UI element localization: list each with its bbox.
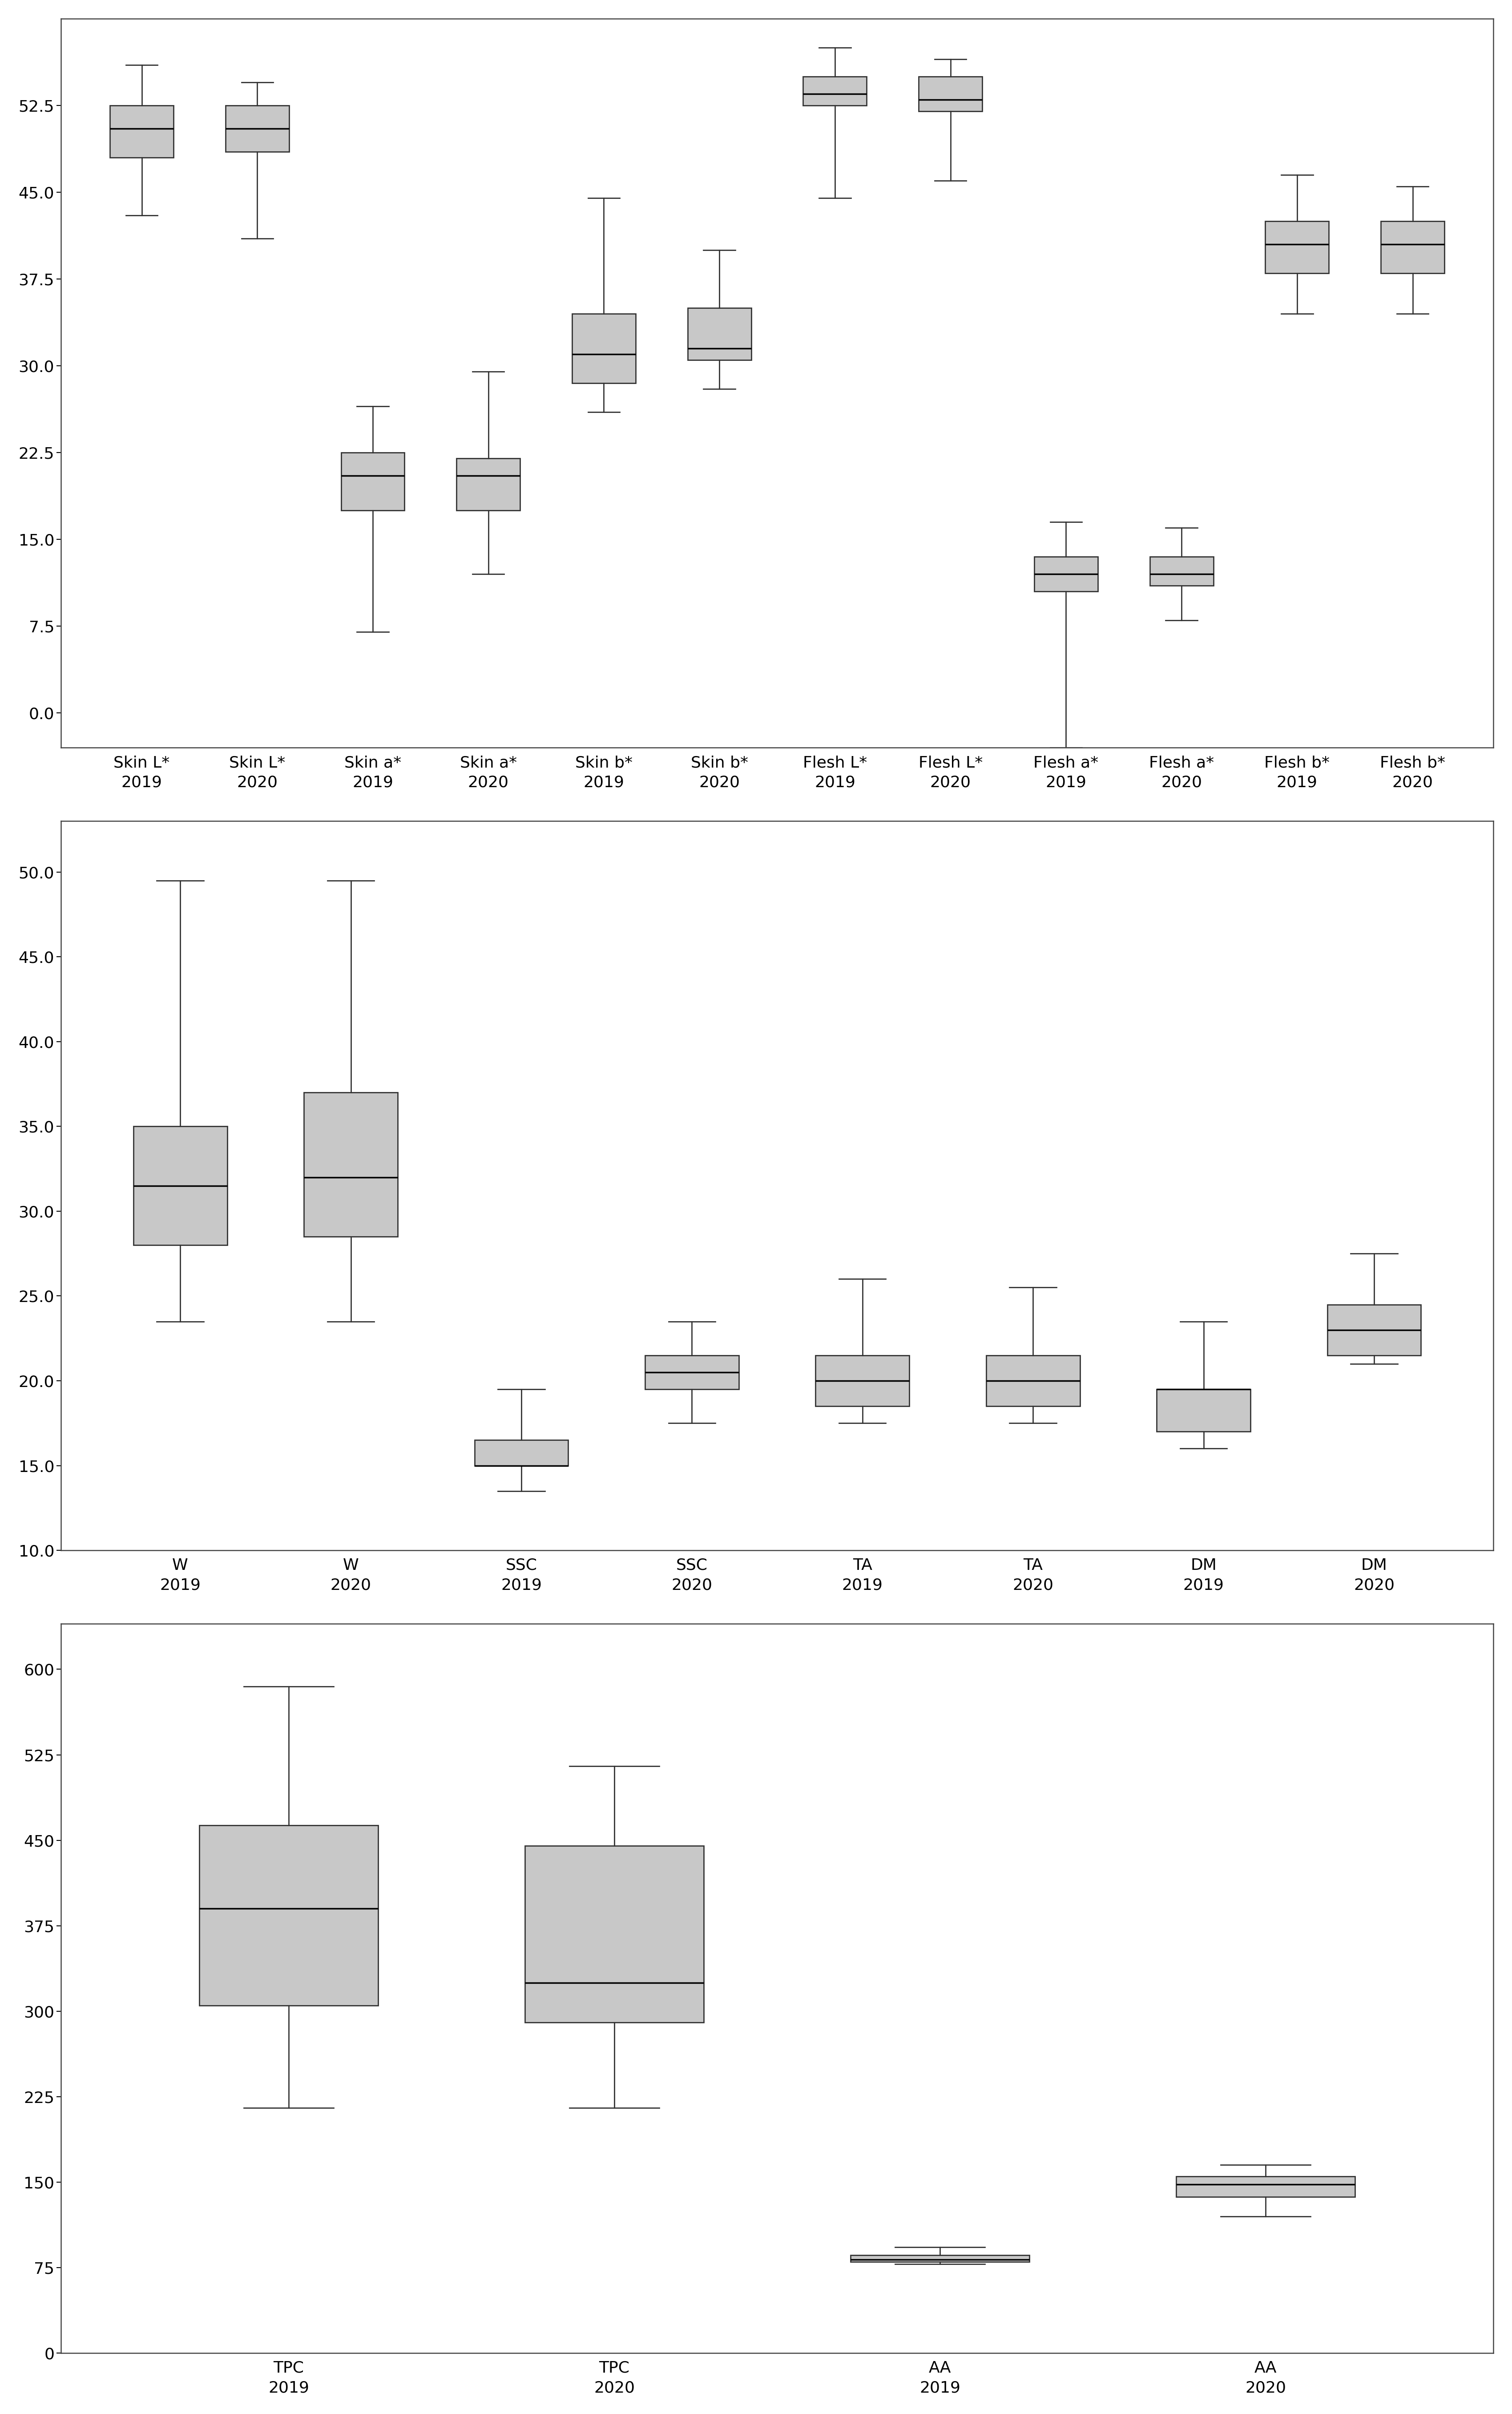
PathPatch shape	[225, 106, 289, 152]
PathPatch shape	[1380, 222, 1444, 273]
PathPatch shape	[457, 459, 520, 509]
PathPatch shape	[110, 106, 174, 157]
PathPatch shape	[1266, 222, 1329, 273]
PathPatch shape	[688, 309, 751, 360]
PathPatch shape	[133, 1127, 227, 1246]
PathPatch shape	[850, 2255, 1030, 2262]
PathPatch shape	[1149, 558, 1213, 587]
PathPatch shape	[475, 1441, 569, 1465]
PathPatch shape	[646, 1354, 739, 1390]
PathPatch shape	[1034, 558, 1098, 591]
PathPatch shape	[986, 1354, 1080, 1407]
PathPatch shape	[525, 1847, 705, 2023]
PathPatch shape	[572, 314, 635, 384]
PathPatch shape	[1176, 2177, 1355, 2197]
PathPatch shape	[304, 1094, 398, 1236]
PathPatch shape	[342, 451, 405, 509]
PathPatch shape	[1328, 1304, 1421, 1354]
PathPatch shape	[200, 1825, 378, 2006]
PathPatch shape	[815, 1354, 909, 1407]
PathPatch shape	[1157, 1390, 1250, 1432]
PathPatch shape	[803, 77, 866, 106]
PathPatch shape	[919, 77, 983, 111]
